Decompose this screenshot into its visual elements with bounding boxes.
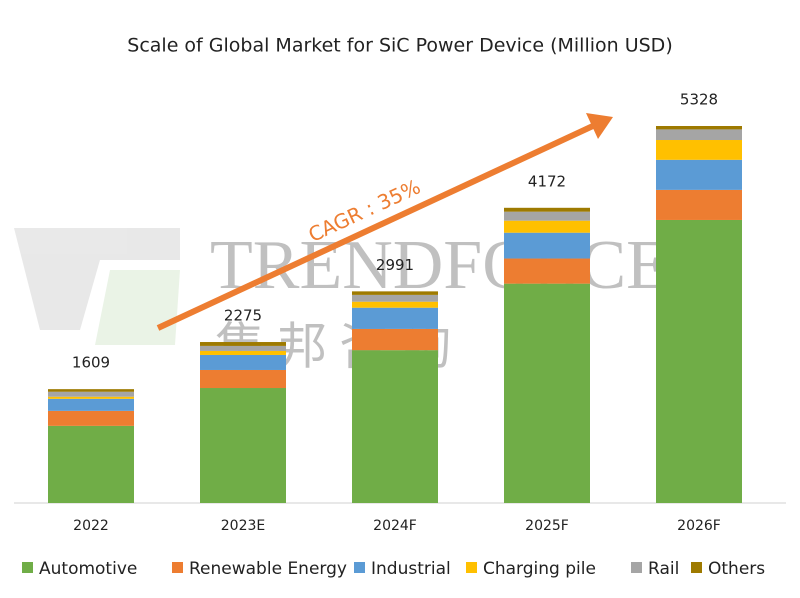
watermark-logo — [14, 228, 180, 330]
legend-label: Automotive — [39, 559, 137, 579]
bar-segment — [352, 307, 438, 329]
bar-segment — [200, 345, 286, 351]
bar-segment — [200, 354, 286, 370]
bar-segment — [504, 283, 590, 503]
x-tick-label: 2024F — [373, 518, 417, 534]
arrow-line — [156, 122, 597, 331]
watermark-logo — [95, 270, 180, 345]
watermark-text: TRENDFORCE — [210, 227, 669, 304]
bar-segment — [200, 388, 286, 503]
legend-swatch — [172, 562, 183, 573]
bar-segment — [200, 369, 286, 389]
bar-segment — [504, 220, 590, 233]
x-tick-label: 2023E — [221, 518, 265, 534]
bar-segment — [48, 425, 134, 503]
bar-segment — [352, 291, 438, 295]
total-label: 2275 — [224, 307, 262, 325]
bar-segment — [48, 396, 134, 399]
bar-segment — [504, 258, 590, 284]
legend-label: Renewable Energy — [189, 559, 347, 579]
total-label: 2991 — [376, 256, 414, 274]
legend-label: Others — [708, 559, 765, 579]
bar-segment — [656, 219, 742, 503]
bar-segment — [352, 301, 438, 308]
bar-segment — [48, 398, 134, 411]
arrow-head — [586, 113, 613, 139]
total-label: 1609 — [72, 354, 110, 372]
legend-swatch — [631, 562, 642, 573]
bar-segment — [48, 391, 134, 397]
bar-segment — [48, 410, 134, 426]
legend-swatch — [466, 562, 477, 573]
legend-swatch — [354, 562, 365, 573]
bar-segment — [656, 159, 742, 190]
bar-segment — [352, 294, 438, 302]
total-label: 5328 — [680, 91, 718, 109]
legend-label: Charging pile — [483, 559, 596, 579]
legend-swatch — [691, 562, 702, 573]
x-tick-label: 2022 — [73, 518, 109, 534]
bar-segment — [656, 129, 742, 141]
bar-segment — [656, 126, 742, 130]
legend-label: Industrial — [371, 559, 451, 579]
bar-segment — [352, 328, 438, 351]
bar-segment — [48, 389, 134, 392]
total-label: 4172 — [528, 172, 566, 190]
x-tick-label: 2026F — [677, 518, 721, 534]
bar-segment — [504, 232, 590, 259]
bar-segment — [200, 342, 286, 346]
bar-segment — [656, 189, 742, 220]
legend-swatch — [22, 562, 33, 573]
chart-title: Scale of Global Market for SiC Power Dev… — [127, 35, 672, 57]
bar-segment — [200, 350, 286, 355]
legend-label: Rail — [648, 559, 679, 579]
bar-segment — [656, 140, 742, 160]
x-tick-label: 2025F — [525, 518, 569, 534]
bar-segment — [504, 211, 590, 221]
bar-segment — [504, 207, 590, 212]
bar-segment — [352, 350, 438, 503]
